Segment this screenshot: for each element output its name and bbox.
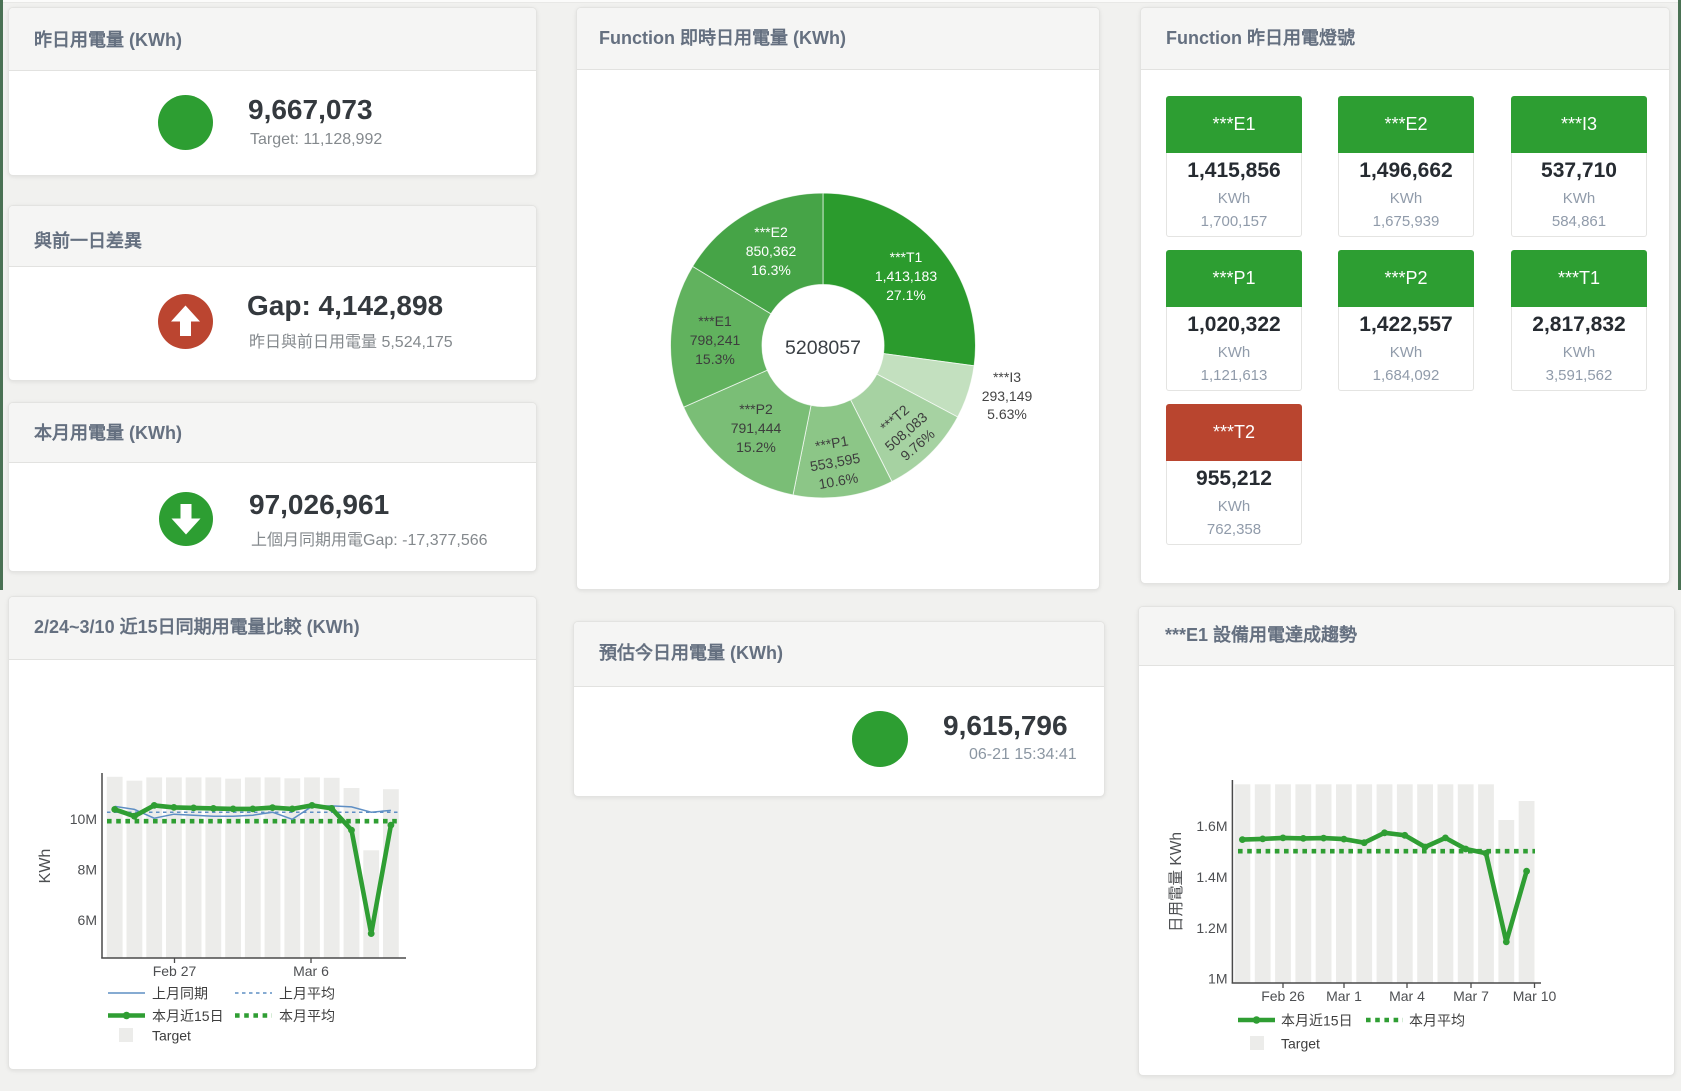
svg-text:本月平均: 本月平均 [1409,1013,1465,1029]
svg-text:Target: Target [152,1028,191,1044]
svg-text:***T1: ***T1 [890,249,923,265]
svg-text:Mar 1: Mar 1 [1326,988,1362,1004]
svg-text:Mar 10: Mar 10 [1513,988,1557,1004]
svg-text:***E2: ***E2 [754,224,788,240]
svg-text:1,413,183: 1,413,183 [875,268,937,284]
svg-text:本月近15日: 本月近15日 [1281,1013,1353,1029]
svg-text:KWh: KWh [37,849,54,884]
svg-text:Target: Target [1281,1036,1320,1052]
svg-text:16.3%: 16.3% [751,262,791,278]
svg-text:Feb 26: Feb 26 [1261,988,1305,1004]
svg-text:5208057: 5208057 [785,337,861,359]
svg-text:27.1%: 27.1% [886,287,926,303]
svg-text:Feb 27: Feb 27 [153,963,197,979]
svg-text:上月平均: 上月平均 [279,986,335,1002]
svg-text:1.2M: 1.2M [1196,920,1227,936]
svg-text:15.2%: 15.2% [736,439,776,455]
svg-text:850,362: 850,362 [746,243,797,259]
svg-text:本月近15日: 本月近15日 [152,1008,224,1024]
svg-text:上月同期: 上月同期 [152,986,208,1002]
svg-text:1.4M: 1.4M [1196,869,1227,885]
svg-text:***P2: ***P2 [739,401,773,417]
svg-text:293,149: 293,149 [982,388,1033,404]
svg-text:本月平均: 本月平均 [279,1008,335,1024]
svg-text:***P1: ***P1 [814,432,850,454]
svg-text:Mar 7: Mar 7 [1453,988,1489,1004]
svg-text:***E1: ***E1 [698,313,732,329]
svg-text:798,241: 798,241 [690,332,741,348]
svg-text:15.3%: 15.3% [695,351,735,367]
svg-text:5.63%: 5.63% [987,406,1027,422]
svg-text:1.6M: 1.6M [1196,818,1227,834]
svg-text:6M: 6M [78,912,97,928]
svg-text:***I3: ***I3 [993,369,1021,385]
svg-text:Mar 4: Mar 4 [1389,988,1425,1004]
svg-text:791,444: 791,444 [731,420,782,436]
svg-text:日用電量 KWh: 日用電量 KWh [1168,832,1185,932]
svg-text:10.6%: 10.6% [817,469,859,492]
svg-text:8M: 8M [78,862,97,878]
svg-text:Mar 6: Mar 6 [293,963,329,979]
svg-text:10M: 10M [70,811,97,827]
svg-text:1M: 1M [1208,970,1227,986]
